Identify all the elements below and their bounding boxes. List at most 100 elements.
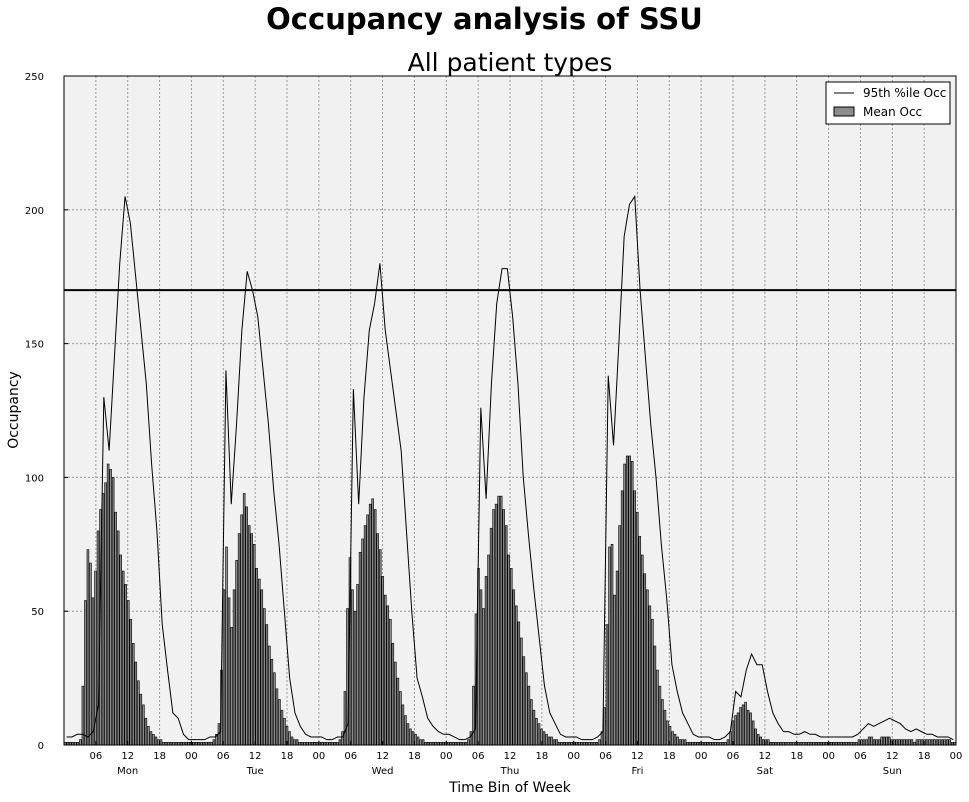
- mean-occ-bar: [535, 717, 538, 746]
- legend-label-mean: Mean Occ: [863, 105, 922, 119]
- mean-occ-bar: [898, 739, 901, 746]
- mean-occ-bar: [598, 739, 601, 746]
- mean-occ-bar: [734, 715, 737, 746]
- mean-occ-bar: [641, 554, 644, 746]
- x-tick-label: 00: [185, 751, 198, 762]
- mean-occ-bar: [235, 560, 238, 746]
- mean-occ-bar: [767, 739, 770, 746]
- mean-occ-bar: [905, 739, 909, 746]
- mean-occ-bar: [79, 739, 82, 746]
- mean-occ-bar: [517, 621, 521, 746]
- mean-occ-bar: [255, 568, 259, 746]
- mean-occ-bar: [250, 533, 253, 746]
- mean-occ-bar: [265, 624, 269, 746]
- mean-occ-bar: [908, 739, 911, 746]
- mean-occ-bar: [605, 624, 609, 746]
- mean-occ-bar: [268, 645, 271, 746]
- mean-occ-bar: [469, 731, 473, 746]
- mean-occ-bar: [610, 543, 614, 746]
- mean-occ-bar: [132, 643, 135, 746]
- mean-occ-bar: [283, 717, 286, 746]
- mean-occ-bar: [295, 739, 299, 746]
- mean-occ-bar: [865, 739, 868, 746]
- mean-occ-bar: [552, 739, 556, 746]
- mean-occ-bar: [389, 618, 392, 746]
- mean-occ-bar: [930, 739, 934, 746]
- mean-occ-bar: [484, 576, 488, 746]
- x-tick-label: 18: [918, 751, 931, 762]
- mean-occ-bar: [910, 739, 914, 746]
- mean-occ-bar: [754, 728, 757, 746]
- mean-occ-bar: [225, 546, 228, 746]
- mean-occ-bar: [338, 739, 342, 746]
- mean-occ-bar: [237, 533, 241, 746]
- mean-occ-bar: [421, 739, 425, 746]
- mean-occ-bar: [290, 736, 294, 746]
- mean-occ-bar: [252, 543, 256, 746]
- day-labels: Mon Tue Wed Thu Fri Sat Sun: [117, 766, 902, 777]
- day-label: Mon: [117, 766, 138, 777]
- mean-occ-bar: [673, 733, 677, 746]
- mean-occ-bar: [419, 739, 422, 746]
- mean-occ-bar: [646, 589, 649, 746]
- mean-occ-bar: [401, 704, 405, 746]
- mean-occ-bar: [376, 533, 379, 746]
- mean-occ-bar: [943, 739, 946, 746]
- mean-occ-bar: [411, 731, 415, 746]
- mean-occ-bar: [928, 739, 931, 746]
- mean-occ-bar: [499, 495, 503, 746]
- mean-occ-bar: [751, 720, 755, 746]
- mean-occ-bar: [406, 723, 410, 746]
- mean-occ-bar: [492, 509, 495, 746]
- legend-box: [825, 81, 951, 125]
- x-tick-label: 06: [217, 751, 230, 762]
- x-tick-label: 06: [727, 751, 740, 762]
- chart-title: All patient types: [408, 48, 613, 77]
- mean-occ-bar: [273, 672, 276, 746]
- day-label: Wed: [372, 766, 394, 777]
- mean-occ-bar: [870, 736, 873, 746]
- mean-occ-bar: [918, 739, 921, 746]
- mean-occ-bar: [134, 661, 138, 746]
- mean-occ-bar: [230, 626, 233, 746]
- x-tick-label: 00: [950, 751, 963, 762]
- mean-occ-bar: [945, 739, 949, 746]
- mean-occ-bar: [623, 463, 626, 746]
- mean-occ-bar: [396, 677, 400, 746]
- mean-occ-bar: [502, 509, 505, 746]
- x-tick-label: 00: [312, 751, 325, 762]
- mean-occ-bar: [877, 739, 881, 746]
- mean-occ-bar: [681, 739, 684, 746]
- legend: 95th %ile Occ Mean Occ: [825, 81, 951, 125]
- x-tick-label: 18: [535, 751, 548, 762]
- mean-occ-bar: [638, 535, 642, 746]
- mean-occ-bar: [263, 608, 266, 746]
- mean-occ-bar: [391, 643, 395, 746]
- mean-occ-bar: [761, 739, 765, 746]
- mean-occ-bar: [504, 525, 508, 746]
- mean-occ-bar: [409, 728, 412, 746]
- mean-occ-bar: [144, 717, 148, 746]
- mean-occ-bar: [482, 608, 485, 746]
- mean-occ-bar: [920, 739, 924, 746]
- x-tick-label: 12: [758, 751, 771, 762]
- x-tick-label: 12: [376, 751, 389, 762]
- x-tick-label: 06: [472, 751, 485, 762]
- mean-occ-bar: [651, 618, 654, 746]
- mean-occ-bar: [137, 680, 140, 746]
- mean-occ-bar: [739, 707, 742, 746]
- mean-occ-bar: [104, 482, 107, 746]
- mean-occ-bar: [663, 709, 667, 746]
- mean-occ-bar: [404, 715, 407, 746]
- x-tick-label: 06: [599, 751, 612, 762]
- mean-occ-bar: [378, 549, 382, 746]
- mean-occ-bar: [683, 739, 687, 746]
- mean-occ-bar: [900, 739, 904, 746]
- mean-occ-bar: [258, 578, 261, 746]
- mean-occ-bar: [661, 699, 664, 746]
- mean-occ-bar: [126, 600, 130, 746]
- x-tick-label: 06: [89, 751, 102, 762]
- mean-occ-bar: [895, 739, 899, 746]
- y-axis-label: Occupancy: [6, 371, 22, 449]
- mean-occ-bar: [887, 736, 891, 746]
